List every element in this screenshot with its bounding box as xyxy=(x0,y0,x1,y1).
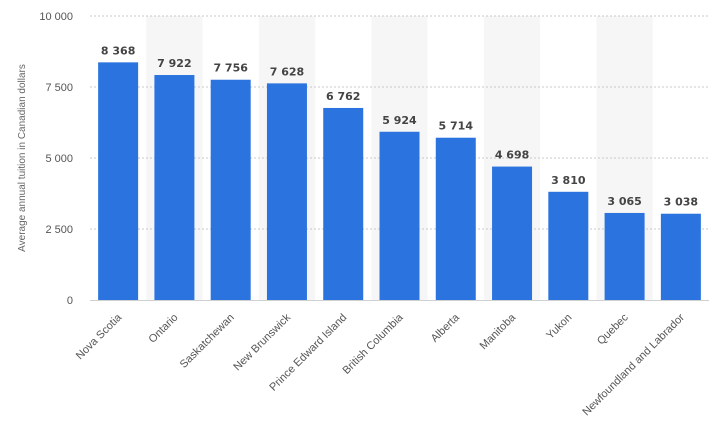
x-tick-label: Ontario xyxy=(147,312,181,346)
data-label: 7 756 xyxy=(213,62,248,75)
data-label: 3 810 xyxy=(551,174,586,187)
x-tick-label: Alberta xyxy=(429,311,463,345)
bar xyxy=(492,166,533,300)
x-tick-label: Quebec xyxy=(595,311,631,347)
data-label: 6 762 xyxy=(326,90,360,103)
data-labels: 8 368 7 922 7 756 7 628 6 762 5 924 5 714 4 698… xyxy=(101,44,698,208)
data-label: 5 924 xyxy=(382,114,417,127)
bar xyxy=(435,137,476,300)
bar xyxy=(266,83,307,300)
y-tick-label: 10 000 xyxy=(39,11,73,23)
data-label: 3 065 xyxy=(607,195,641,208)
data-label: 7 922 xyxy=(157,57,191,70)
bar xyxy=(210,79,251,300)
data-label: 5 714 xyxy=(439,120,474,133)
y-tick-label: 0 xyxy=(67,295,73,307)
y-tick-label: 5 000 xyxy=(45,153,73,165)
bar xyxy=(379,131,420,300)
bar xyxy=(548,191,589,300)
bar xyxy=(660,213,701,300)
x-tick-label: Newfoundland and Labrador xyxy=(580,311,687,418)
x-tick-label: Saskatchewan xyxy=(178,312,237,371)
x-tick-label: New Brunswick xyxy=(231,311,293,373)
bar xyxy=(604,212,645,300)
data-label: 3 038 xyxy=(664,196,698,209)
data-label: 8 368 xyxy=(101,44,135,57)
x-tick-label: British Columbia xyxy=(341,311,407,377)
y-axis-ticks: 0 2 500 5 000 7 500 10 000 xyxy=(39,11,73,307)
y-axis-title: Average annual tuition in Canadian dolla… xyxy=(17,64,28,252)
x-tick-label: Manitoba xyxy=(478,311,519,352)
x-tick-label: Yukon xyxy=(544,312,574,342)
y-tick-label: 2 500 xyxy=(45,224,73,236)
data-label: 4 698 xyxy=(495,149,529,162)
bar xyxy=(154,75,195,300)
bar xyxy=(98,62,139,300)
bar xyxy=(323,107,364,300)
x-tick-label: Nova Scotia xyxy=(74,311,125,362)
data-label: 7 628 xyxy=(270,65,304,78)
y-tick-label: 7 500 xyxy=(45,82,73,94)
bars xyxy=(98,62,701,300)
